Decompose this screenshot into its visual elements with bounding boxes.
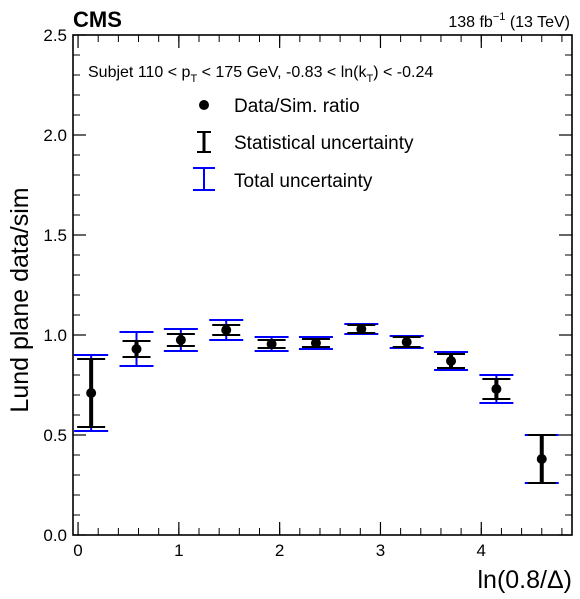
legend-dot-marker (199, 100, 209, 110)
legend-label-total: Total uncertainty (234, 171, 373, 192)
data-point-group (344, 323, 379, 335)
y-tick-label: 1.0 (43, 326, 67, 345)
x-tick-label: 1 (174, 541, 183, 560)
experiment-label: CMS (73, 7, 122, 32)
data-point-group (298, 336, 333, 350)
legend-label-stat: Statistical uncertainty (234, 133, 414, 154)
y-tick-label: 2.0 (43, 126, 67, 145)
data-point-group (524, 434, 559, 484)
x-tick-label: 3 (376, 541, 385, 560)
anno-sub-1: T (190, 73, 197, 85)
data-point-group (119, 331, 154, 367)
data-point-group (254, 336, 289, 352)
x-tick-label: 0 (73, 541, 82, 560)
legend-label-ratio: Data/Sim. ratio (234, 96, 360, 117)
data-point (356, 324, 367, 334)
axes: 0.0 0.5 1.0 1.5 2.0 2.5 0 1 2 3 4 (43, 26, 572, 560)
data-point (491, 384, 502, 394)
data-point (131, 344, 142, 354)
data-point-group (389, 335, 424, 349)
x-tick-label: 4 (477, 541, 486, 560)
y-tick-label: 1.5 (43, 226, 67, 245)
anno-part-1: Subjet 110 < p (88, 64, 191, 81)
data-point-group (209, 319, 244, 341)
luminosity-label: 138 fb−1 (13 TeV) (448, 11, 570, 31)
x-tick-label: 2 (275, 541, 284, 560)
y-axis-title: Lund plane data/sim (6, 187, 34, 412)
lumi-value: 138 fb (448, 14, 493, 31)
legend-total-marker (193, 167, 215, 191)
data-point (221, 325, 232, 335)
data-point (446, 356, 457, 366)
anno-part-3: ) < -0.24 (373, 64, 433, 81)
data-point (536, 454, 547, 464)
plot-frame (72, 34, 573, 536)
energy-label: (13 TeV) (510, 14, 570, 31)
x-axis-title: ln(0.8/Δ) (477, 566, 572, 594)
anno-sub-2: T (366, 73, 373, 85)
data-point-group (74, 354, 109, 432)
data-point (310, 338, 321, 348)
legend: Data/Sim. ratio Statistical uncertainty … (193, 96, 414, 192)
data-point (86, 388, 97, 398)
data-point (401, 337, 412, 347)
data-point-group (434, 351, 469, 371)
y-tick-label: 0.0 (43, 526, 67, 545)
data-point (266, 339, 277, 349)
y-tick-label: 2.5 (43, 26, 67, 45)
selection-annotation: Subjet 110 < pT < 175 GeV, -0.83 < ln(kT… (88, 64, 433, 85)
data-point-group (163, 328, 198, 352)
y-tick-label: 0.5 (43, 426, 67, 445)
data-marks (74, 319, 559, 484)
data-point-group (479, 374, 514, 404)
legend-stat-marker (197, 131, 211, 153)
lumi-exponent: −1 (493, 11, 506, 23)
anno-part-2: < 175 GeV, -0.83 < ln(k (197, 64, 367, 81)
data-point (175, 335, 186, 345)
